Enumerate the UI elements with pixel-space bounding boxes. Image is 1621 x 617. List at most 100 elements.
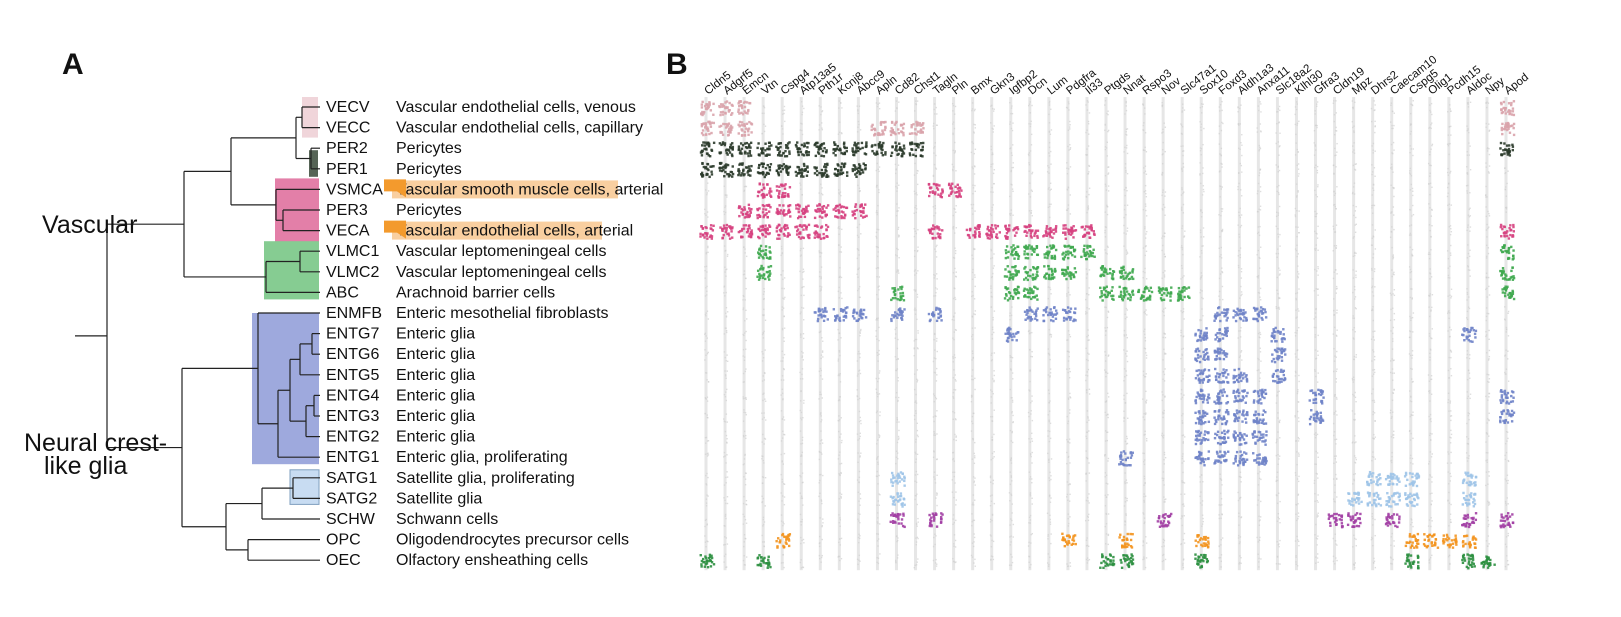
heatmap-cell bbox=[1022, 285, 1039, 301]
heatmap-cell bbox=[1099, 265, 1116, 281]
heatmap-cell bbox=[856, 369, 862, 377]
heatmap-cell bbox=[1408, 224, 1413, 236]
row-desc-opc: Oligodendrocytes precursor cells bbox=[396, 532, 629, 549]
row-code-oec: OEC bbox=[326, 552, 361, 569]
heatmap-cell bbox=[761, 433, 767, 445]
heatmap-cell bbox=[1047, 348, 1051, 361]
heatmap-cell bbox=[1467, 207, 1472, 218]
heatmap-cell bbox=[913, 227, 919, 238]
heatmap-cell bbox=[1332, 269, 1338, 280]
heatmap-cell bbox=[1371, 349, 1376, 362]
heatmap-cell bbox=[1428, 182, 1433, 196]
row-labels: VECV Vascular endothelial cells, venous VE… bbox=[326, 99, 663, 569]
heatmap-cell bbox=[781, 327, 786, 342]
heatmap-cell bbox=[1104, 369, 1109, 378]
heatmap-cell bbox=[889, 120, 906, 137]
heatmap-cell bbox=[1447, 203, 1453, 211]
heatmap-cell bbox=[1123, 245, 1129, 255]
heatmap-cell bbox=[737, 162, 753, 177]
heatmap-cell bbox=[951, 312, 956, 321]
gene-track-mpz bbox=[1352, 97, 1356, 571]
heatmap-cell bbox=[1256, 205, 1262, 213]
heatmap-cell bbox=[1213, 409, 1230, 426]
heatmap-cell bbox=[1219, 228, 1224, 238]
heatmap-cell bbox=[1295, 308, 1300, 319]
heatmap-cell bbox=[704, 285, 708, 297]
heatmap-cell bbox=[818, 266, 823, 280]
heatmap-cell bbox=[1370, 244, 1377, 259]
heatmap-cell bbox=[1199, 289, 1204, 300]
heatmap-cell bbox=[1180, 368, 1186, 382]
heatmap-cell bbox=[761, 123, 767, 135]
heatmap-cell bbox=[1104, 245, 1109, 255]
heatmap-cell bbox=[723, 413, 728, 423]
heatmap-cell bbox=[780, 410, 786, 421]
heatmap-cell bbox=[1485, 329, 1490, 341]
heatmap-cell bbox=[1239, 285, 1243, 299]
heatmap-cell bbox=[932, 163, 938, 177]
heatmap-cell bbox=[1429, 102, 1433, 116]
heatmap-cell bbox=[1118, 265, 1135, 281]
heatmap-cell bbox=[971, 369, 976, 381]
heatmap-cell bbox=[1118, 285, 1135, 302]
heatmap-cell bbox=[1104, 226, 1107, 238]
heatmap-cell bbox=[913, 347, 919, 357]
row-code-entg1: ENTG1 bbox=[326, 449, 379, 466]
heatmap-cell bbox=[1466, 306, 1471, 321]
heatmap-cell bbox=[737, 120, 754, 137]
group-label-vascular: Vascular bbox=[42, 211, 137, 239]
heatmap-cell bbox=[1066, 368, 1071, 379]
heatmap-cell bbox=[1256, 182, 1262, 195]
heatmap-cell bbox=[1143, 309, 1148, 316]
heatmap-cell bbox=[1157, 286, 1173, 302]
row-desc-oec: Olfactory ensheathing cells bbox=[396, 552, 588, 569]
row-code-entg7: ENTG7 bbox=[326, 326, 379, 343]
gene-track-npy bbox=[1485, 97, 1489, 571]
heatmap-cell bbox=[756, 203, 772, 220]
heatmap-cell bbox=[952, 410, 957, 421]
heatmap-cell bbox=[1409, 288, 1413, 300]
heatmap-cell bbox=[1296, 163, 1300, 177]
heatmap-cell bbox=[913, 369, 919, 383]
heatmap-cell bbox=[724, 266, 728, 277]
group-labels: Vascular Neural crest- like glia bbox=[24, 211, 167, 480]
heatmap-cell bbox=[1486, 412, 1490, 424]
heatmap-cell bbox=[895, 391, 900, 403]
heatmap-cell bbox=[781, 287, 786, 300]
heatmap-cell bbox=[1466, 142, 1471, 156]
row-desc-main-vecc: Vascular endothelial cells, capillary bbox=[396, 120, 643, 137]
heatmap-cell bbox=[1313, 124, 1318, 132]
heatmap-cell bbox=[1351, 182, 1356, 195]
heatmap-cell bbox=[1333, 203, 1337, 210]
heatmap-cell bbox=[851, 162, 867, 178]
row-desc-main-vecv: Vascular endothelial cells, venous bbox=[396, 99, 636, 116]
heatmap-cell bbox=[1429, 268, 1433, 280]
heatmap-cell bbox=[932, 410, 938, 423]
heatmap-cell bbox=[1180, 187, 1185, 196]
heatmap-cell bbox=[1352, 391, 1357, 403]
heatmap-cell bbox=[971, 247, 976, 260]
row-desc-entg6: Enteric glia bbox=[396, 346, 475, 363]
heatmap-cell bbox=[875, 228, 880, 239]
heatmap-cell bbox=[819, 285, 823, 292]
heatmap-cell bbox=[1028, 432, 1034, 443]
heatmap-cell bbox=[1104, 392, 1110, 403]
heatmap-cell bbox=[780, 350, 786, 362]
heatmap-cell bbox=[799, 268, 805, 280]
heatmap-cell bbox=[1124, 100, 1128, 115]
heatmap-cell bbox=[1194, 388, 1211, 405]
heatmap-cell bbox=[1314, 225, 1319, 239]
heatmap-cell bbox=[1504, 167, 1509, 175]
heatmap-cell bbox=[761, 330, 765, 339]
heatmap-cell bbox=[970, 388, 976, 403]
row-code-entg2: ENTG2 bbox=[326, 429, 379, 446]
row-desc-satg1: Satellite glia, proliferating bbox=[396, 470, 575, 487]
heatmap-cell bbox=[1232, 307, 1248, 323]
heatmap-cell bbox=[1352, 326, 1356, 340]
cluster-box-vlmc bbox=[264, 241, 319, 300]
heatmap-cell bbox=[971, 268, 976, 280]
row-desc-suffix-vsmca: , arterial bbox=[606, 181, 664, 198]
heatmap-cell bbox=[1004, 244, 1021, 260]
heatmap-cell bbox=[1042, 225, 1058, 239]
row-code-veca: VECA bbox=[326, 223, 370, 240]
